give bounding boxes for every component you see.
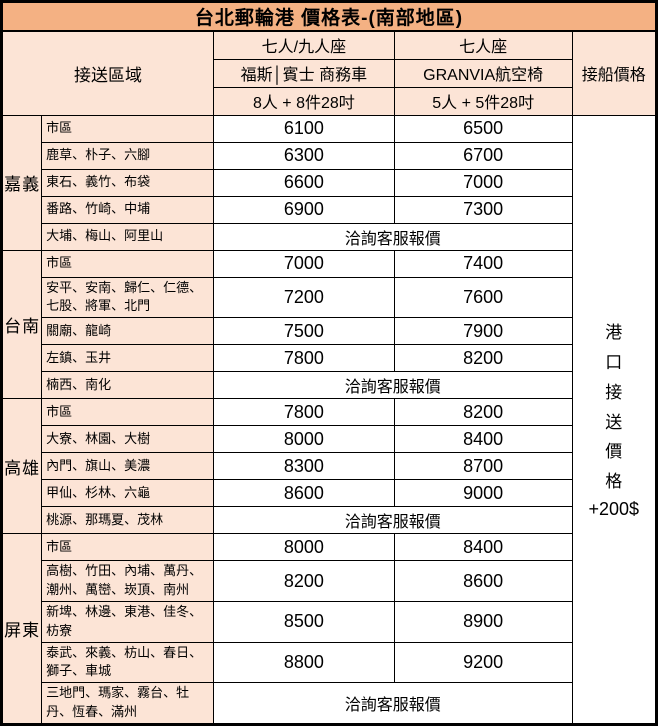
header-col1-vehicle: 福斯│賓士 商務車	[212, 58, 395, 88]
area-cell: 鹿草、朴子、六腳	[41, 141, 214, 170]
price-cell: 8600	[393, 560, 573, 602]
area-cell: 安平、安南、歸仁、仁德、七股、將軍、北門	[41, 276, 214, 319]
price-cell: 8400	[393, 533, 573, 562]
ask-service-cell: 洽詢客服報價	[212, 506, 573, 535]
price-cell: 9200	[393, 641, 573, 684]
price-cell: 7400	[393, 249, 573, 278]
area-cell: 左鎮、玉井	[41, 344, 214, 373]
area-cell: 市區	[41, 398, 214, 427]
price-cell: 8800	[212, 641, 395, 684]
area-cell: 番路、竹崎、中埔	[41, 195, 214, 224]
area-cell: 高樹、竹田、內埔、萬丹、潮州、萬巒、崁頂、南州	[41, 560, 214, 602]
price-cell: 7300	[393, 195, 573, 224]
area-cell: 市區	[41, 249, 214, 278]
area-cell: 楠西、南化	[41, 371, 214, 400]
region-cell-tainan: 台南	[0, 249, 43, 400]
area-cell: 新埤、林邊、東港、佳冬、枋寮	[41, 600, 214, 643]
header-col1-seats: 七人/九人座	[212, 30, 395, 60]
area-cell: 東石、義竹、布袋	[41, 168, 214, 197]
price-cell: 6700	[393, 141, 573, 170]
price-cell: 8000	[212, 425, 395, 454]
price-cell: 7600	[393, 276, 573, 319]
price-cell: 7000	[393, 168, 573, 197]
port-fee-vertical-label: 港 口 接 送 價 格	[605, 323, 623, 492]
price-cell: 8200	[393, 344, 573, 373]
price-cell: 8300	[212, 452, 395, 481]
price-cell: 8500	[212, 600, 395, 643]
price-cell: 7000	[212, 249, 395, 278]
price-cell: 7800	[212, 344, 395, 373]
header-col2-capacity: 5人 + 5件28吋	[393, 86, 573, 116]
price-cell: 7500	[212, 317, 395, 346]
port-fee-surcharge: +200$	[588, 498, 640, 519]
area-cell: 桃源、那瑪夏、茂林	[41, 506, 214, 535]
area-cell: 泰武、來義、枋山、春日、獅子、車城	[41, 641, 214, 684]
area-cell: 關廟、龍崎	[41, 317, 214, 346]
price-cell: 7200	[212, 276, 395, 319]
price-cell: 8600	[212, 479, 395, 508]
page-title: 台北郵輪港 價格表-(南部地區)	[1, 1, 657, 32]
area-cell: 三地門、瑪家、霧台、牡丹、恆春、滿州	[41, 682, 214, 725]
price-cell: 7800	[212, 398, 395, 427]
price-cell: 8200	[212, 560, 395, 602]
header-col2-seats: 七人座	[393, 30, 573, 60]
ask-service-cell: 洽詢客服報價	[212, 371, 573, 400]
port-fee-cell: 港 口 接 送 價 格 +200$	[571, 114, 658, 725]
region-cell-chiayi: 嘉義	[0, 114, 43, 251]
header-col2-vehicle: GRANVIA航空椅	[393, 58, 573, 88]
area-cell: 大埔、梅山、阿里山	[41, 222, 214, 251]
price-cell: 8200	[393, 398, 573, 427]
price-cell: 9000	[393, 479, 573, 508]
price-cell: 8000	[212, 533, 395, 562]
price-cell: 8900	[393, 600, 573, 643]
price-cell: 6500	[393, 114, 573, 143]
area-cell: 市區	[41, 114, 214, 143]
price-cell: 8700	[393, 452, 573, 481]
price-cell: 6300	[212, 141, 395, 170]
region-cell-pingtung: 屏東	[0, 533, 43, 725]
ask-service-cell: 洽詢客服報價	[212, 222, 573, 251]
price-cell: 6900	[212, 195, 395, 224]
area-cell: 市區	[41, 533, 214, 562]
price-cell: 6100	[212, 114, 395, 143]
header-pickup-area: 接送區域	[1, 30, 214, 116]
region-cell-kaohsiung: 高雄	[0, 398, 43, 535]
header-col1-capacity: 8人 + 8件28吋	[212, 86, 395, 116]
ask-service-cell: 洽詢客服報價	[212, 682, 573, 725]
price-cell: 7900	[393, 317, 573, 346]
area-cell: 內門、旗山、美濃	[41, 452, 214, 481]
area-cell: 甲仙、杉林、六龜	[41, 479, 214, 508]
price-cell: 6600	[212, 168, 395, 197]
header-boat-price: 接船價格	[571, 30, 658, 116]
price-cell: 8400	[393, 425, 573, 454]
area-cell: 大寮、林園、大樹	[41, 425, 214, 454]
